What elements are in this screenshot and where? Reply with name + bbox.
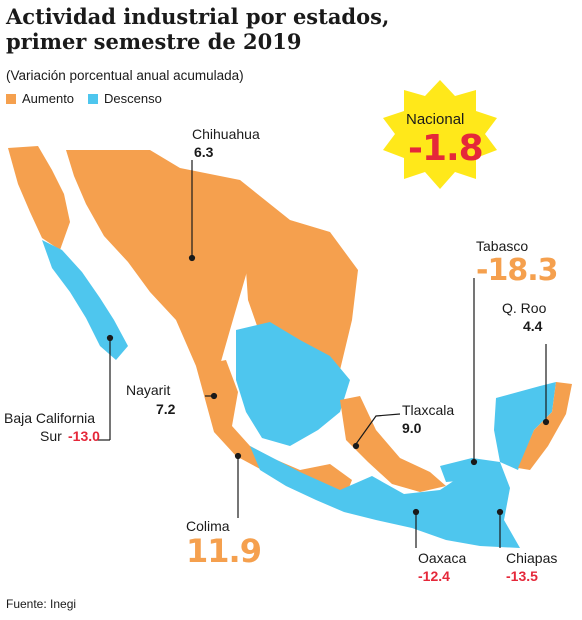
legend: Aumento Descenso	[6, 91, 162, 106]
national-label: Nacional	[406, 111, 465, 128]
map-title: Actividad industrial por estados, primer…	[6, 4, 406, 54]
region-central-blue	[236, 322, 350, 446]
leader-dot-chihuahua	[188, 254, 196, 262]
leader-dot-colima	[234, 452, 242, 460]
value-tlaxcala: 9.0	[402, 420, 422, 436]
label-bcs-line2: Sur	[40, 428, 62, 444]
legend-swatch-decrease	[88, 93, 99, 104]
value-chiapas: -13.5	[506, 568, 538, 584]
leader-dot-tabasco	[470, 458, 478, 466]
region-tabasco	[440, 458, 500, 482]
source-note: Fuente: Inegi	[6, 597, 77, 611]
label-oaxaca: Oaxaca	[418, 550, 467, 566]
national-value: -1.8	[408, 128, 484, 169]
label-colima: Colima	[186, 518, 230, 534]
region-baja-california-sur	[42, 240, 128, 360]
region-quintana-roo	[518, 382, 572, 470]
map-subtitle: (Variación porcentual anual acumulada)	[6, 68, 244, 83]
region-yucatan-campeche	[494, 382, 556, 470]
leader-dot-bcs	[106, 334, 114, 342]
value-chihuahua: 6.3	[194, 144, 214, 160]
region-chihuahua-sonora	[66, 150, 262, 386]
leader-dot-tlaxcala	[352, 442, 360, 450]
leader-dot-chiapas	[496, 508, 504, 516]
legend-item-decrease: Descenso	[88, 91, 162, 106]
region-baja-california	[8, 146, 70, 250]
legend-label-decrease: Descenso	[104, 91, 162, 106]
leader-dot-oaxaca	[412, 508, 420, 516]
leader-dot-qroo	[542, 418, 550, 426]
label-bcs-line1: Baja California	[4, 410, 96, 426]
region-west-central	[196, 360, 352, 500]
leader-tlaxcala	[355, 413, 401, 445]
value-nayarit: 7.2	[156, 401, 176, 417]
leader-dot-nayarit	[210, 392, 218, 400]
label-chiapas: Chiapas	[506, 550, 558, 566]
value-oaxaca: -12.4	[418, 568, 450, 584]
national-starburst	[383, 80, 497, 189]
label-chihuahua: Chihuahua	[192, 126, 260, 142]
title-line-2: primer semestre de 2019	[6, 29, 302, 54]
value-tabasco: -18.3	[476, 253, 558, 288]
region-south-pacific	[250, 446, 520, 548]
value-qroo: 4.4	[523, 318, 543, 334]
title-line-1: Actividad industrial por estados,	[6, 4, 390, 29]
value-bcs: -13.0	[68, 428, 100, 444]
leader-lines	[96, 160, 550, 548]
legend-label-increase: Aumento	[22, 91, 75, 106]
label-qroo: Q. Roo	[502, 300, 547, 316]
legend-swatch-increase	[6, 93, 16, 104]
region-tlaxcala-puebla	[340, 396, 446, 492]
value-colima: 11.9	[186, 532, 262, 570]
label-tlaxcala: Tlaxcala	[402, 402, 455, 418]
legend-item-increase: Aumento	[6, 91, 74, 106]
label-nayarit: Nayarit	[126, 382, 171, 398]
label-tabasco: Tabasco	[476, 238, 529, 254]
